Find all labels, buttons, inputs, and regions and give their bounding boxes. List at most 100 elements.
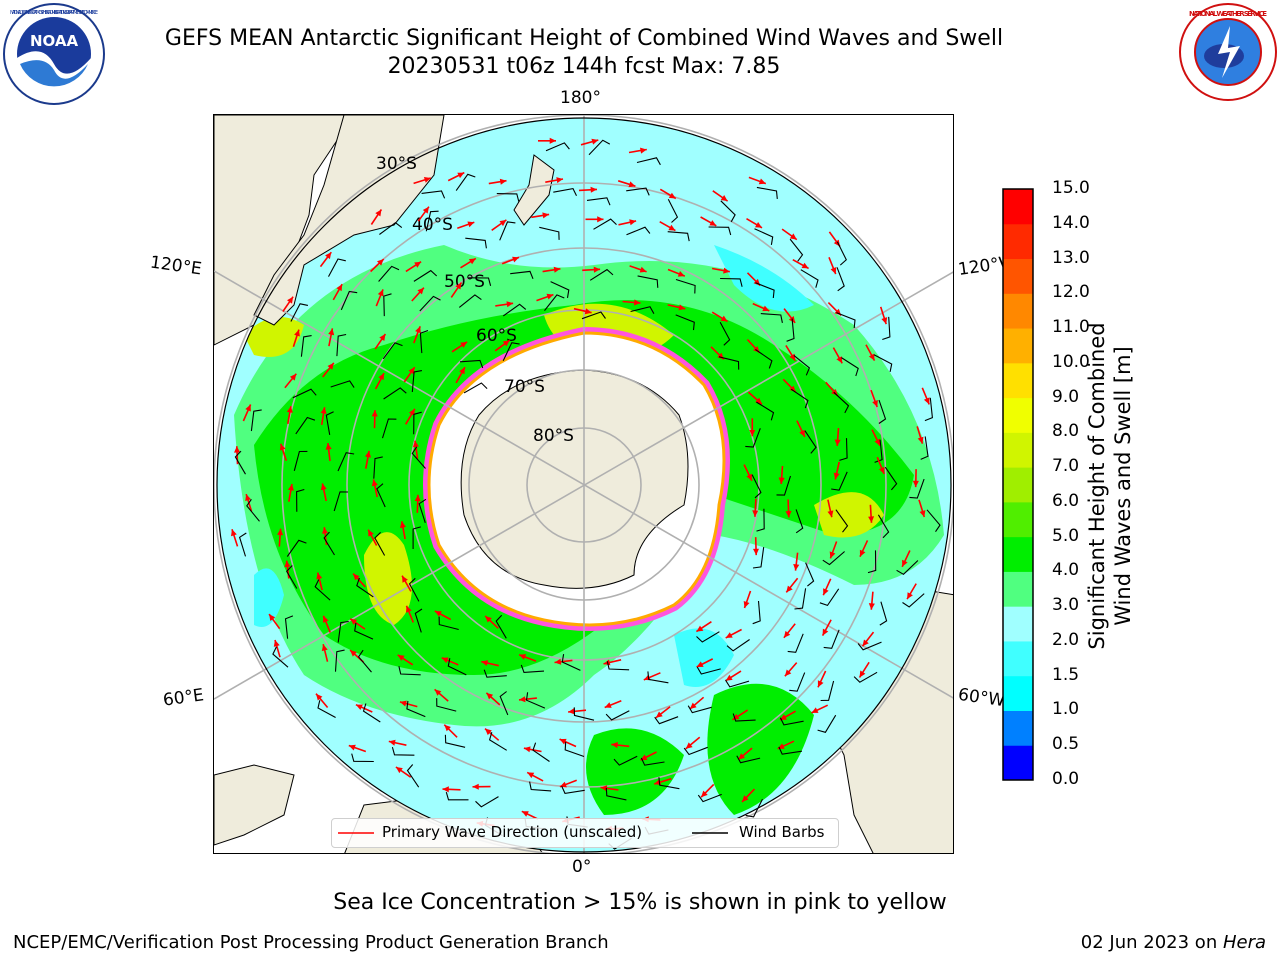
wave-arrow-head (799, 429, 805, 437)
wind-barb (831, 471, 848, 491)
wave-arrow-head (286, 406, 293, 413)
wave-direction-legend-line (338, 832, 374, 834)
wave-arrow-head (322, 527, 328, 534)
wind-barb (836, 267, 845, 292)
wind-barb (317, 700, 336, 718)
wind-barb (465, 237, 487, 249)
wind-barb (836, 241, 847, 266)
colorbar-tick-label: 4.0 (1052, 560, 1080, 581)
wind-barb (581, 311, 606, 320)
polar-map-panel: 30°S 40°S 50°S 60°S 70°S 80°S (213, 114, 954, 854)
wind-barb (833, 391, 850, 414)
wind-barb (736, 755, 761, 764)
wave-arrow-head (556, 177, 563, 184)
wave-arrow-head (628, 181, 636, 188)
wave-arrow-head (512, 256, 519, 263)
wave-arrow-head (678, 304, 686, 311)
wind-barb (447, 658, 467, 676)
wind-barb (378, 265, 400, 282)
footer-date: 02 Jun 2023 on (1080, 932, 1223, 953)
wave-arrow-head (231, 529, 237, 537)
wave-arrow-head (422, 206, 429, 214)
wind-barb (250, 409, 262, 432)
wind-barb (751, 474, 762, 499)
wind-barb (873, 354, 893, 373)
wind-barb (647, 671, 669, 684)
wind-barb (412, 526, 421, 549)
colorbar-tick-label: 0.0 (1052, 769, 1080, 789)
wave-arrow-head (399, 521, 406, 529)
wind-barb (879, 601, 888, 626)
wave-arrow-head (365, 450, 371, 458)
wave-arrow-head (811, 707, 819, 713)
wind-barb (800, 269, 819, 288)
wind-barb (787, 633, 804, 653)
footer-machine: Hera (1222, 932, 1266, 953)
wave-arrow-head (320, 483, 327, 491)
wind-barb (463, 382, 488, 394)
wave-arrow-head (868, 603, 875, 610)
wave-arrow-head (375, 209, 382, 217)
wind-barb (667, 231, 690, 242)
wind-barb (502, 342, 520, 362)
wind-barb (510, 270, 534, 280)
wave-arrow-head (316, 693, 323, 701)
wind-barb (419, 295, 441, 312)
wave-arrow-head (833, 472, 840, 480)
colorbar-cell (1003, 328, 1033, 364)
wind-barb (756, 186, 778, 199)
lat-label-60s: 60°S (476, 326, 517, 346)
wave-arrow-head (907, 592, 913, 600)
wind-barb (539, 226, 560, 240)
wave-arrow-head (273, 640, 280, 647)
graticule (214, 115, 953, 853)
wave-arrow-head (725, 632, 733, 638)
wave-arrow-head (348, 744, 356, 751)
wind-barb (545, 142, 570, 152)
wave-arrow-head (321, 644, 328, 652)
wind-barb (374, 532, 386, 556)
wave-arrow-head (655, 711, 663, 718)
wave-arrow-head (753, 548, 759, 556)
wind-barb (823, 629, 840, 649)
colorbar-cell (1003, 675, 1033, 711)
wave-arrow-head (371, 479, 378, 487)
wave-arrow-head (696, 661, 704, 667)
wave-arrow-head (277, 528, 284, 536)
wind-barb (382, 342, 403, 360)
wind-barb (755, 349, 773, 369)
colorbar-cell (1003, 258, 1033, 294)
wave-arrow-head (519, 696, 526, 703)
wave-arrow-head (523, 746, 531, 753)
wind-barb (683, 746, 708, 756)
wave-arrow-head (789, 233, 797, 240)
wind-barb (499, 691, 509, 716)
wave-arrow-head (316, 572, 323, 580)
wave-arrow-head (862, 639, 869, 647)
lon-label-60w: 60°W (956, 684, 1007, 712)
wave-arrow-head (593, 266, 601, 273)
wave-arrow-head (784, 669, 792, 677)
wind-barb (626, 226, 651, 236)
wind-barb (718, 356, 740, 370)
wind-barb (902, 593, 925, 608)
colorbar-title-line2: Wind Waves and Swell [m] (1111, 346, 1135, 626)
wind-barb (630, 306, 655, 314)
wave-arrow-head (836, 356, 843, 364)
wave-arrow-head (668, 224, 676, 231)
wave-arrow-head (629, 219, 637, 226)
wind-barb (421, 190, 446, 199)
wave-arrow-head (755, 222, 762, 228)
colorbar-tick-label: 1.0 (1052, 699, 1080, 720)
colorbar-tick-label: 8.0 (1052, 421, 1080, 442)
wind-barb (406, 764, 420, 788)
wind-barb (413, 269, 438, 282)
wave-arrow-head (738, 753, 745, 760)
wave-arrow-head (785, 510, 792, 518)
wind-barb (882, 316, 891, 341)
wind-barb (720, 200, 736, 223)
wind-barb (351, 753, 374, 763)
wind-barb (588, 139, 611, 156)
wave-arrow-head (499, 178, 507, 185)
wave-arrow-head (549, 137, 556, 144)
